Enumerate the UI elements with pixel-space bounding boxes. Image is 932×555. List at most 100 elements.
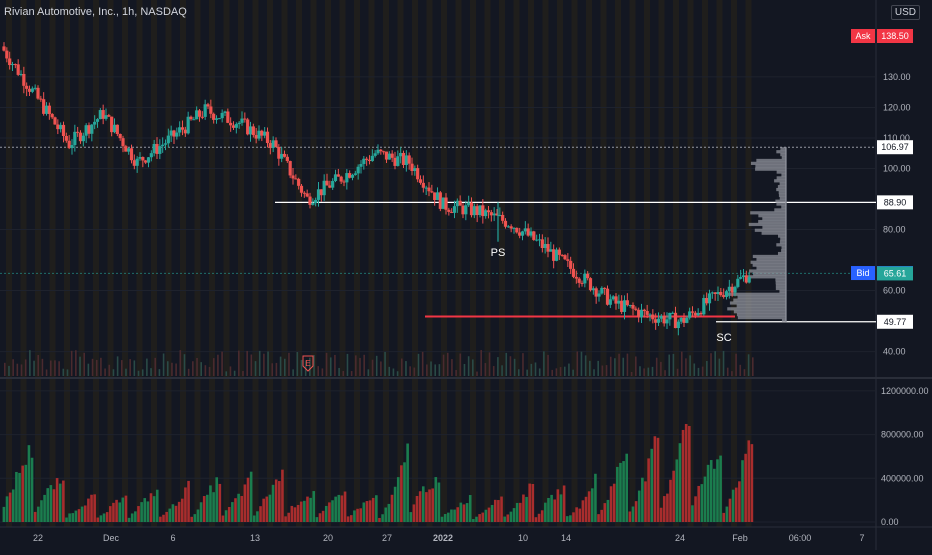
price-volume-bar (292, 369, 294, 376)
time-tick-label: 14 (561, 533, 571, 543)
candle-body (81, 135, 85, 142)
price-volume-bar (618, 353, 620, 376)
candle-body (132, 160, 136, 166)
volume-bar (443, 514, 447, 522)
volume-bar (641, 477, 644, 522)
candle-body (353, 173, 357, 175)
candle-body (586, 273, 590, 279)
candle-body (268, 143, 272, 149)
candle-body (688, 311, 692, 318)
price-volume-bar (254, 361, 257, 376)
profile-row (780, 237, 786, 241)
profile-row (750, 161, 786, 165)
candle-body (577, 278, 581, 283)
candle-body (421, 182, 425, 188)
candle-body (404, 155, 408, 165)
volume-bar (68, 513, 71, 522)
price-volume-bar (91, 358, 94, 376)
profile-row (748, 222, 786, 227)
session-band (223, 0, 230, 527)
candle-body (506, 226, 510, 228)
session-band (252, 0, 259, 527)
price-volume-bar (129, 359, 131, 376)
profile-row (780, 147, 786, 151)
volume-bar (246, 477, 250, 522)
candle-body (656, 318, 661, 323)
price-axis: 130.00 120.00 110.00 100.00 80.00 60.00 40.00 (883, 72, 911, 357)
session-band (35, 0, 41, 527)
candle-body (322, 180, 326, 196)
volume-bar (628, 511, 632, 522)
time-tick-label: 20 (323, 533, 333, 543)
price-volume-bar (229, 366, 232, 376)
candle-body (413, 168, 417, 171)
volume-bar (43, 494, 46, 522)
candle-body (481, 205, 485, 217)
earnings-marker[interactable]: E (302, 355, 314, 372)
volume-bar (722, 512, 726, 522)
session-band (687, 0, 694, 527)
volume-bar (118, 502, 121, 522)
time-tick-label: 27 (382, 533, 392, 543)
candle-body (569, 260, 573, 269)
volume-bar (384, 507, 388, 522)
candle-body (557, 249, 561, 255)
time-tick-label: 10 (518, 533, 528, 543)
volume-bar (259, 506, 262, 522)
candle-body (189, 116, 193, 120)
volume-bar (278, 481, 281, 522)
price-volume-bar (384, 351, 386, 376)
volume-bar (644, 481, 647, 522)
price-volume-bar (313, 355, 315, 376)
candle-body (370, 155, 374, 162)
profile-row (750, 260, 786, 264)
candle-body (78, 132, 83, 142)
session-band (716, 0, 723, 527)
price-volume-bar (400, 358, 403, 376)
price-volume-bar (388, 366, 391, 376)
volume-bar (356, 508, 359, 522)
price-volume-bar (392, 368, 395, 376)
price-volume-bar (739, 364, 742, 376)
candle-body (110, 116, 114, 133)
price-volume-bar (484, 363, 487, 376)
price-volume-bar (664, 370, 666, 376)
price-volume-bar (279, 356, 282, 376)
candle-body (234, 124, 238, 128)
profile-row (776, 202, 786, 206)
session-band (339, 0, 346, 527)
candle-body (333, 174, 338, 181)
profile-row (775, 286, 786, 291)
volume-bar (656, 437, 660, 522)
profile-row (778, 234, 786, 238)
price-volume-bar (204, 365, 207, 376)
price-volume-bar (37, 355, 40, 376)
candle-body (47, 105, 51, 115)
profile-row (737, 295, 786, 299)
currency-button[interactable]: USD (890, 5, 920, 20)
session-band (455, 0, 462, 527)
candle-body (339, 176, 343, 182)
volume-bar (393, 486, 397, 522)
candle-body (549, 249, 553, 252)
session-band (499, 0, 505, 527)
candle-body (243, 118, 247, 120)
profile-row (733, 298, 786, 302)
volume-bar (187, 480, 190, 522)
price-volume-bar (334, 354, 336, 376)
candle-body (169, 130, 173, 136)
volume-bar (531, 484, 535, 522)
price-volume-bar (534, 362, 537, 376)
volume-bar (688, 425, 691, 522)
profile-row (753, 272, 786, 276)
session-band (629, 0, 636, 527)
profile-row (752, 254, 786, 259)
candle-body (702, 297, 706, 315)
price-volume-bar (451, 359, 453, 376)
price-volume-bar (680, 351, 683, 376)
candle-body (469, 202, 474, 216)
candle-body (175, 132, 179, 137)
price-volume-bar (597, 360, 599, 376)
